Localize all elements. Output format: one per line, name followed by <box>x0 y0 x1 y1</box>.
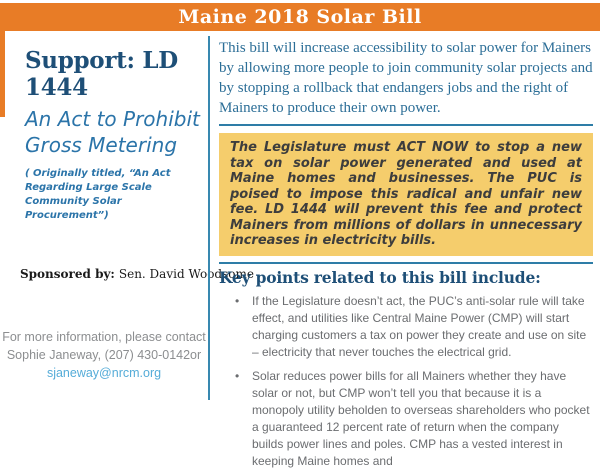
contact-line-1: For more information, please contact <box>2 330 206 344</box>
divider-bottom <box>219 261 593 264</box>
bullet-icon: • <box>235 368 240 383</box>
divider-top <box>219 124 593 126</box>
sponsored-by-line: Sponsored by: Sen. David Woodsome <box>20 267 254 281</box>
sidebar: Support: LD 1444 An Act to Prohibit Gros… <box>0 31 254 400</box>
list-item-text: If the Legislature doesn’t act, the PUC’… <box>252 293 587 359</box>
left-accent-stripe <box>0 31 5 117</box>
header-bar: Maine 2018 Solar Bill <box>0 3 600 31</box>
key-points-heading: Key points related to this bill include: <box>219 267 541 287</box>
bullet-icon: • <box>235 293 240 308</box>
main-content: This bill will increase accessibility to… <box>211 31 600 468</box>
contact-line-2: Sophie Janeway, (207) 430-0142or <box>6 348 202 362</box>
contact-info: For more information, please contact Sop… <box>0 328 208 382</box>
intro-paragraph: This bill will increase accessibility to… <box>219 40 593 116</box>
page-title: Maine 2018 Solar Bill <box>178 6 422 28</box>
list-item: • If the Legislature doesn’t act, the PUC… <box>219 293 593 361</box>
column-divider <box>208 36 210 400</box>
flyer-page: { "header": { "title": "Maine 2018 Solar… <box>0 3 600 468</box>
list-item-text: Solar reduces power bills for all Mainer… <box>252 368 590 468</box>
contact-email-link[interactable]: sjaneway@nrcm.org <box>46 366 162 380</box>
sponsored-by-label: Sponsored by: <box>20 267 115 281</box>
act-title: An Act to Prohibit Gross Metering <box>25 107 200 157</box>
highlight-box: The Legislature must ACT NOW to stop a n… <box>219 133 593 256</box>
original-title-note: ( Originally titled, “An Act Regarding L… <box>25 168 171 221</box>
support-heading: Support: LD 1444 <box>25 47 178 101</box>
list-item: • Solar reduces power bills for all Maine… <box>219 368 593 470</box>
key-points-list: • If the Legislature doesn’t act, the PUC… <box>219 293 593 470</box>
sponsor-name: Sen. David Woodsome <box>118 267 254 281</box>
